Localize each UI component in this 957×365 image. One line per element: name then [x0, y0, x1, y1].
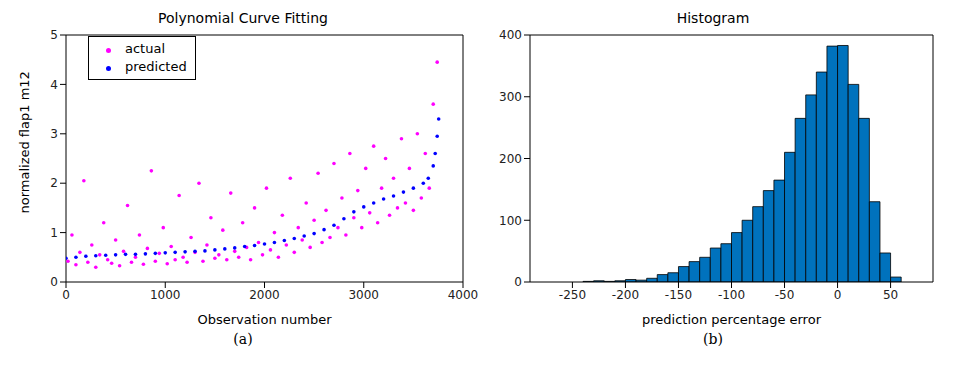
svg-text:2000: 2000 — [249, 288, 280, 302]
html-text:actual: actual — [125, 41, 165, 56]
svg-text:4: 4 — [50, 78, 58, 92]
html-text:(b): (b) — [703, 331, 723, 347]
svg-text:-200: -200 — [612, 288, 639, 302]
svg-text:-100: -100 — [718, 288, 745, 302]
html-text:predicted: predicted — [125, 59, 187, 74]
svg-text:1000: 1000 — [150, 288, 181, 302]
svg-text:5: 5 — [50, 28, 58, 42]
svg-text:2: 2 — [50, 176, 58, 190]
svg-text:Observation number: Observation number — [197, 312, 332, 327]
html-text:(a): (a) — [233, 331, 253, 347]
svg-text:prediction percentage error: prediction percentage error — [642, 312, 822, 327]
svg-text:0: 0 — [514, 275, 522, 289]
html-text:Histogram: Histogram — [676, 10, 750, 26]
svg-text:-150: -150 — [665, 288, 692, 302]
svg-text:0: 0 — [62, 288, 70, 302]
svg-text:-50: -50 — [775, 288, 795, 302]
svg-text:200: 200 — [499, 152, 522, 166]
svg-text:3: 3 — [50, 127, 58, 141]
svg-text:0: 0 — [834, 288, 842, 302]
svg-text:4000: 4000 — [448, 288, 478, 302]
svg-text:400: 400 — [499, 28, 522, 42]
svg-text:300: 300 — [499, 90, 522, 104]
svg-text:100: 100 — [499, 214, 522, 228]
svg-text:3000: 3000 — [348, 288, 379, 302]
svg-text:-250: -250 — [559, 288, 586, 302]
html-text:Polynomial Curve Fitting: Polynomial Curve Fitting — [158, 10, 328, 26]
svg-text:50: 50 — [883, 288, 898, 302]
svg-text:normalized flap1 m12: normalized flap1 m12 — [17, 71, 32, 213]
svg-text:1: 1 — [50, 226, 58, 240]
svg-text:0: 0 — [50, 275, 58, 289]
